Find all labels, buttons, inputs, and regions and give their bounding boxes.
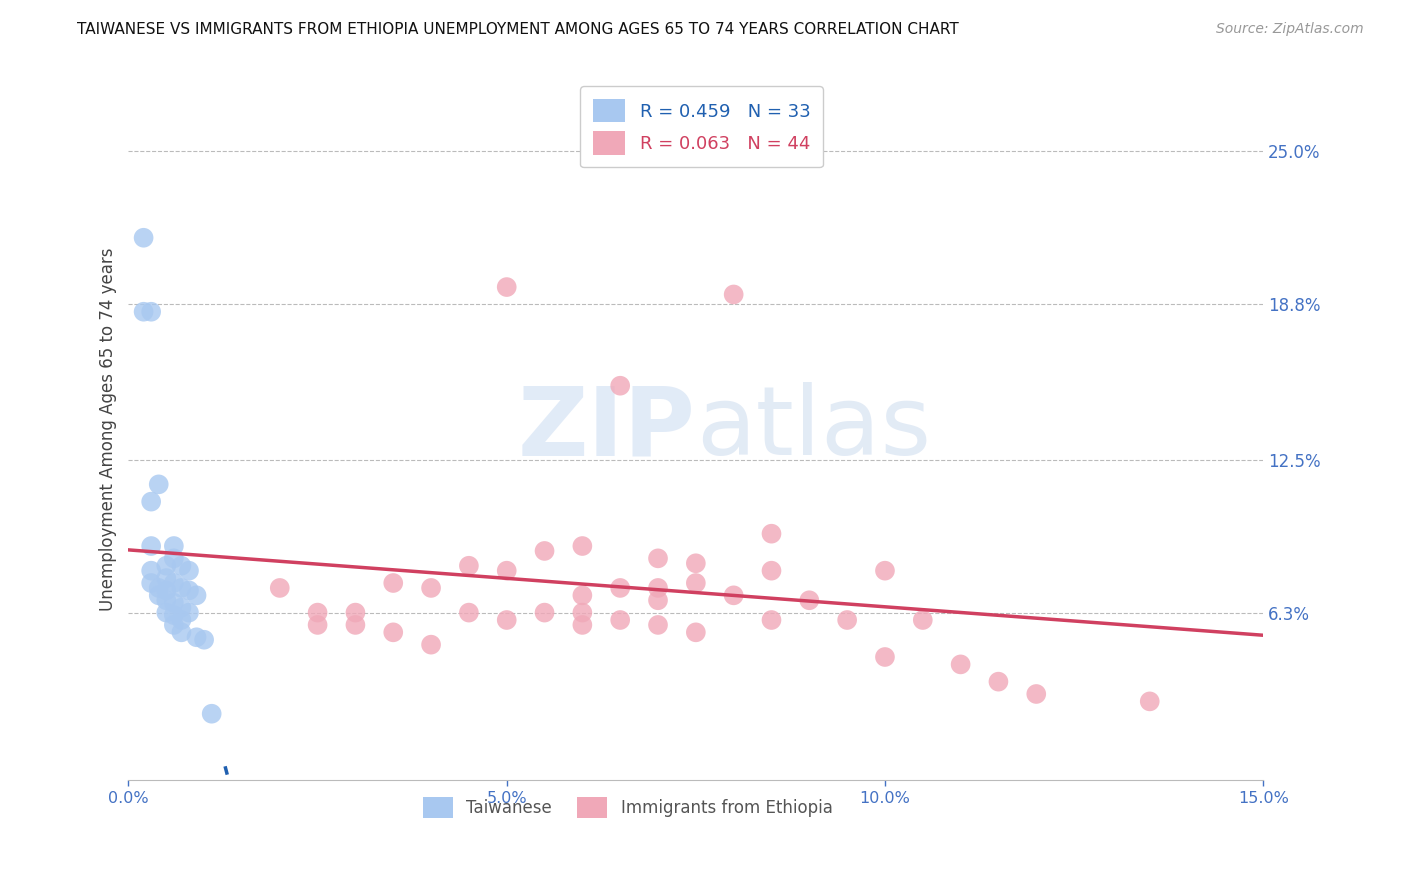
Point (344, 606, 367, 620)
Point (141, 564, 163, 578)
Point (495, 564, 517, 578)
Point (193, 632, 215, 647)
Point (344, 618, 367, 632)
Point (873, 564, 896, 578)
Point (761, 526, 783, 541)
Text: TAIWANESE VS IMMIGRANTS FROM ETHIOPIA UNEMPLOYMENT AMONG AGES 65 TO 74 YEARS COR: TAIWANESE VS IMMIGRANTS FROM ETHIOPIA UN… (77, 22, 959, 37)
Point (141, 576, 163, 591)
Point (647, 593, 669, 607)
Point (170, 581, 193, 595)
Point (141, 304, 163, 318)
Point (457, 558, 479, 573)
Point (177, 564, 200, 578)
Point (155, 558, 177, 573)
Point (155, 571, 177, 585)
Point (949, 657, 972, 672)
Point (132, 304, 155, 318)
Point (141, 539, 163, 553)
Point (382, 625, 405, 640)
Point (685, 556, 707, 570)
Point (163, 551, 186, 566)
Point (170, 600, 193, 615)
Point (571, 539, 593, 553)
Point (647, 581, 669, 595)
Point (420, 638, 443, 652)
Point (382, 576, 405, 591)
Point (837, 613, 859, 627)
Point (163, 608, 186, 623)
Point (609, 378, 631, 392)
Point (723, 287, 745, 301)
Point (177, 606, 200, 620)
Text: ZIP: ZIP (517, 383, 696, 475)
Point (269, 581, 291, 595)
Point (1025, 687, 1047, 701)
Point (571, 588, 593, 602)
Point (685, 625, 707, 640)
Point (186, 588, 208, 602)
Point (307, 606, 329, 620)
Point (761, 613, 783, 627)
Point (163, 539, 186, 553)
Point (609, 581, 631, 595)
Point (495, 613, 517, 627)
Point (533, 606, 555, 620)
Point (148, 477, 170, 491)
Point (155, 606, 177, 620)
Point (495, 280, 517, 294)
Point (201, 706, 224, 721)
Point (148, 581, 170, 595)
Point (761, 564, 783, 578)
Point (163, 618, 186, 632)
Point (132, 231, 155, 245)
Point (1139, 694, 1161, 708)
Point (571, 618, 593, 632)
Point (987, 674, 1010, 689)
Point (148, 588, 170, 602)
Point (420, 581, 443, 595)
Point (647, 618, 669, 632)
Point (155, 593, 177, 607)
Text: atlas: atlas (696, 383, 931, 475)
Point (141, 494, 163, 508)
Point (799, 593, 821, 607)
Point (307, 618, 329, 632)
Point (685, 576, 707, 591)
Point (457, 606, 479, 620)
Point (571, 606, 593, 620)
Point (647, 551, 669, 566)
Point (170, 625, 193, 640)
Point (186, 630, 208, 644)
Point (170, 613, 193, 627)
Legend: Taiwanese, Immigrants from Ethiopia: Taiwanese, Immigrants from Ethiopia (416, 790, 839, 825)
Point (873, 650, 896, 665)
Point (170, 558, 193, 573)
Point (533, 544, 555, 558)
Text: Source: ZipAtlas.com: Source: ZipAtlas.com (1216, 22, 1364, 37)
Point (155, 583, 177, 598)
Point (723, 588, 745, 602)
Y-axis label: Unemployment Among Ages 65 to 74 years: Unemployment Among Ages 65 to 74 years (100, 247, 117, 611)
Point (911, 613, 934, 627)
Point (609, 613, 631, 627)
Point (163, 576, 186, 591)
Point (177, 583, 200, 598)
Point (163, 596, 186, 610)
